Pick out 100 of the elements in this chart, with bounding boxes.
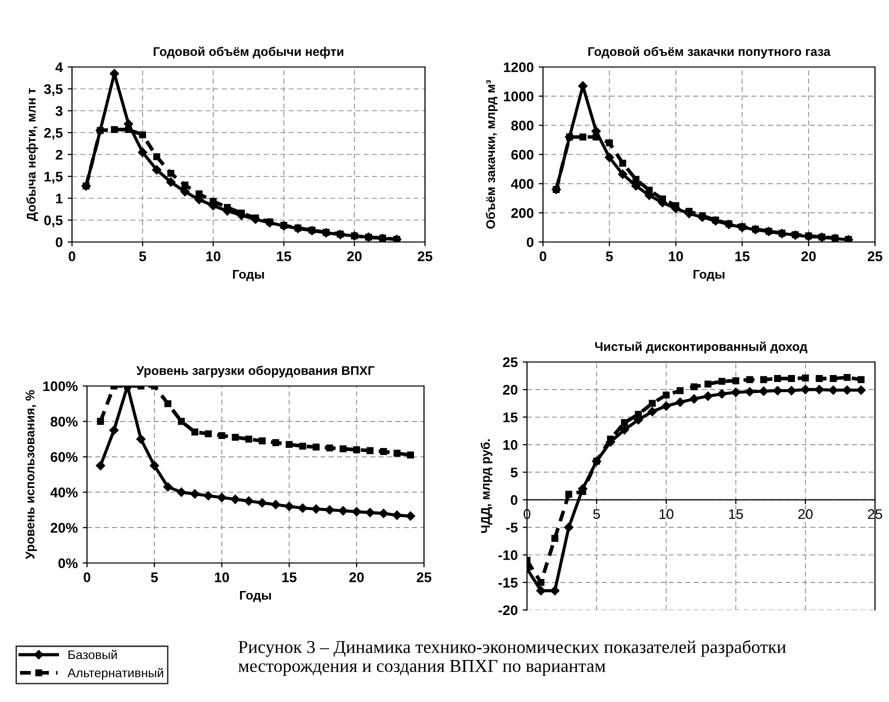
point — [394, 450, 401, 457]
text: Рисунок 3 – Динамика технико-экономических показателей разработки месторождения и создания ВПХГ по вариантам — [238, 640, 786, 676]
point — [698, 212, 706, 220]
point — [245, 436, 252, 443]
point — [284, 502, 294, 511]
y-tick-label: -5 — [506, 522, 518, 533]
x-axis-title: Годы — [233, 270, 264, 282]
point — [704, 380, 712, 388]
y-tick-label: -10 — [498, 550, 518, 560]
point — [166, 177, 176, 187]
y-tick-label: 80% — [50, 416, 78, 427]
point — [218, 432, 226, 440]
point — [204, 491, 213, 500]
point — [109, 426, 119, 435]
point — [326, 444, 334, 452]
y-tick-label: 200 — [511, 208, 534, 218]
point — [110, 126, 118, 134]
point — [252, 214, 260, 222]
point — [380, 448, 388, 455]
y-tick-label: 20% — [50, 522, 78, 533]
point — [204, 430, 212, 438]
point — [392, 510, 402, 520]
y-tick-label: 2,5 — [44, 128, 63, 140]
point — [366, 447, 374, 454]
point — [325, 505, 334, 515]
point — [844, 236, 852, 242]
point — [353, 446, 360, 454]
point — [604, 152, 614, 162]
point — [258, 498, 267, 508]
point — [746, 376, 754, 384]
x-tick-label: 25 — [418, 251, 432, 262]
point — [139, 131, 146, 138]
point — [814, 384, 824, 394]
y-tick-label: 0 — [510, 495, 518, 505]
point — [816, 375, 823, 382]
point — [579, 134, 586, 140]
point — [338, 506, 348, 516]
y-axis-title: Уровень использования, % — [26, 390, 37, 560]
y-tick-label: 3,5 — [44, 84, 63, 96]
point — [800, 384, 810, 394]
point — [181, 182, 188, 189]
y-tick-label: 800 — [511, 120, 534, 131]
point — [176, 488, 186, 497]
point — [732, 377, 740, 384]
point — [537, 578, 544, 586]
point — [842, 385, 852, 395]
y-tick-label: 1 — [56, 194, 63, 204]
chart-title: Годовой объём добычи нефти — [154, 46, 344, 58]
point — [138, 148, 148, 157]
point — [786, 386, 796, 396]
x-tick-label: 5 — [139, 252, 146, 262]
point — [738, 223, 746, 230]
y-tick-label: 0% — [58, 558, 78, 568]
x-tick-label: 15 — [729, 509, 743, 520]
point — [336, 230, 344, 238]
point — [659, 196, 666, 202]
x-tick-label: 5 — [606, 252, 613, 262]
point — [760, 376, 768, 384]
chart-title: Уровень загрузки оборудования ВПХГ — [136, 366, 374, 378]
point — [152, 165, 162, 174]
y-tick-label: 1,5 — [44, 172, 63, 184]
y-axis-title: ЧДД, млрд руб. — [480, 439, 492, 533]
y-tick-label: 20 — [503, 384, 518, 395]
chart-title: Годовой объём закачки попутного газа — [588, 46, 831, 58]
x-tick-label: 5 — [150, 572, 158, 582]
y-tick-label: 4 — [55, 62, 63, 72]
point — [592, 134, 600, 140]
point — [712, 216, 720, 224]
point — [564, 522, 574, 532]
y-tick-label: 1200 — [504, 62, 534, 72]
point — [312, 504, 321, 514]
point — [703, 392, 713, 401]
y-tick-label: 25 — [503, 357, 518, 368]
x-tick-label: 10 — [214, 572, 229, 582]
point — [725, 220, 732, 228]
x-tick-label: 15 — [735, 252, 750, 262]
point — [675, 398, 685, 407]
point — [618, 170, 628, 179]
point — [620, 419, 628, 426]
y-axis-title: Добыча нефти, млн т — [26, 88, 38, 221]
point — [352, 507, 362, 516]
point — [230, 494, 240, 504]
point — [286, 440, 293, 448]
x-tick-label: 5 — [593, 509, 600, 520]
point — [167, 170, 174, 177]
point — [190, 489, 200, 499]
point — [648, 400, 656, 407]
point — [196, 190, 203, 198]
point — [238, 210, 245, 217]
point — [550, 586, 560, 596]
x-tick-label: 20 — [349, 572, 364, 582]
point — [646, 186, 653, 194]
x-tick-label: 15 — [276, 252, 292, 262]
point — [717, 389, 727, 399]
point — [632, 176, 640, 183]
y-tick-label: 5 — [510, 468, 518, 478]
point — [828, 385, 838, 395]
y-tick-label: 10 — [503, 440, 518, 450]
point — [620, 425, 630, 434]
point — [631, 181, 641, 190]
